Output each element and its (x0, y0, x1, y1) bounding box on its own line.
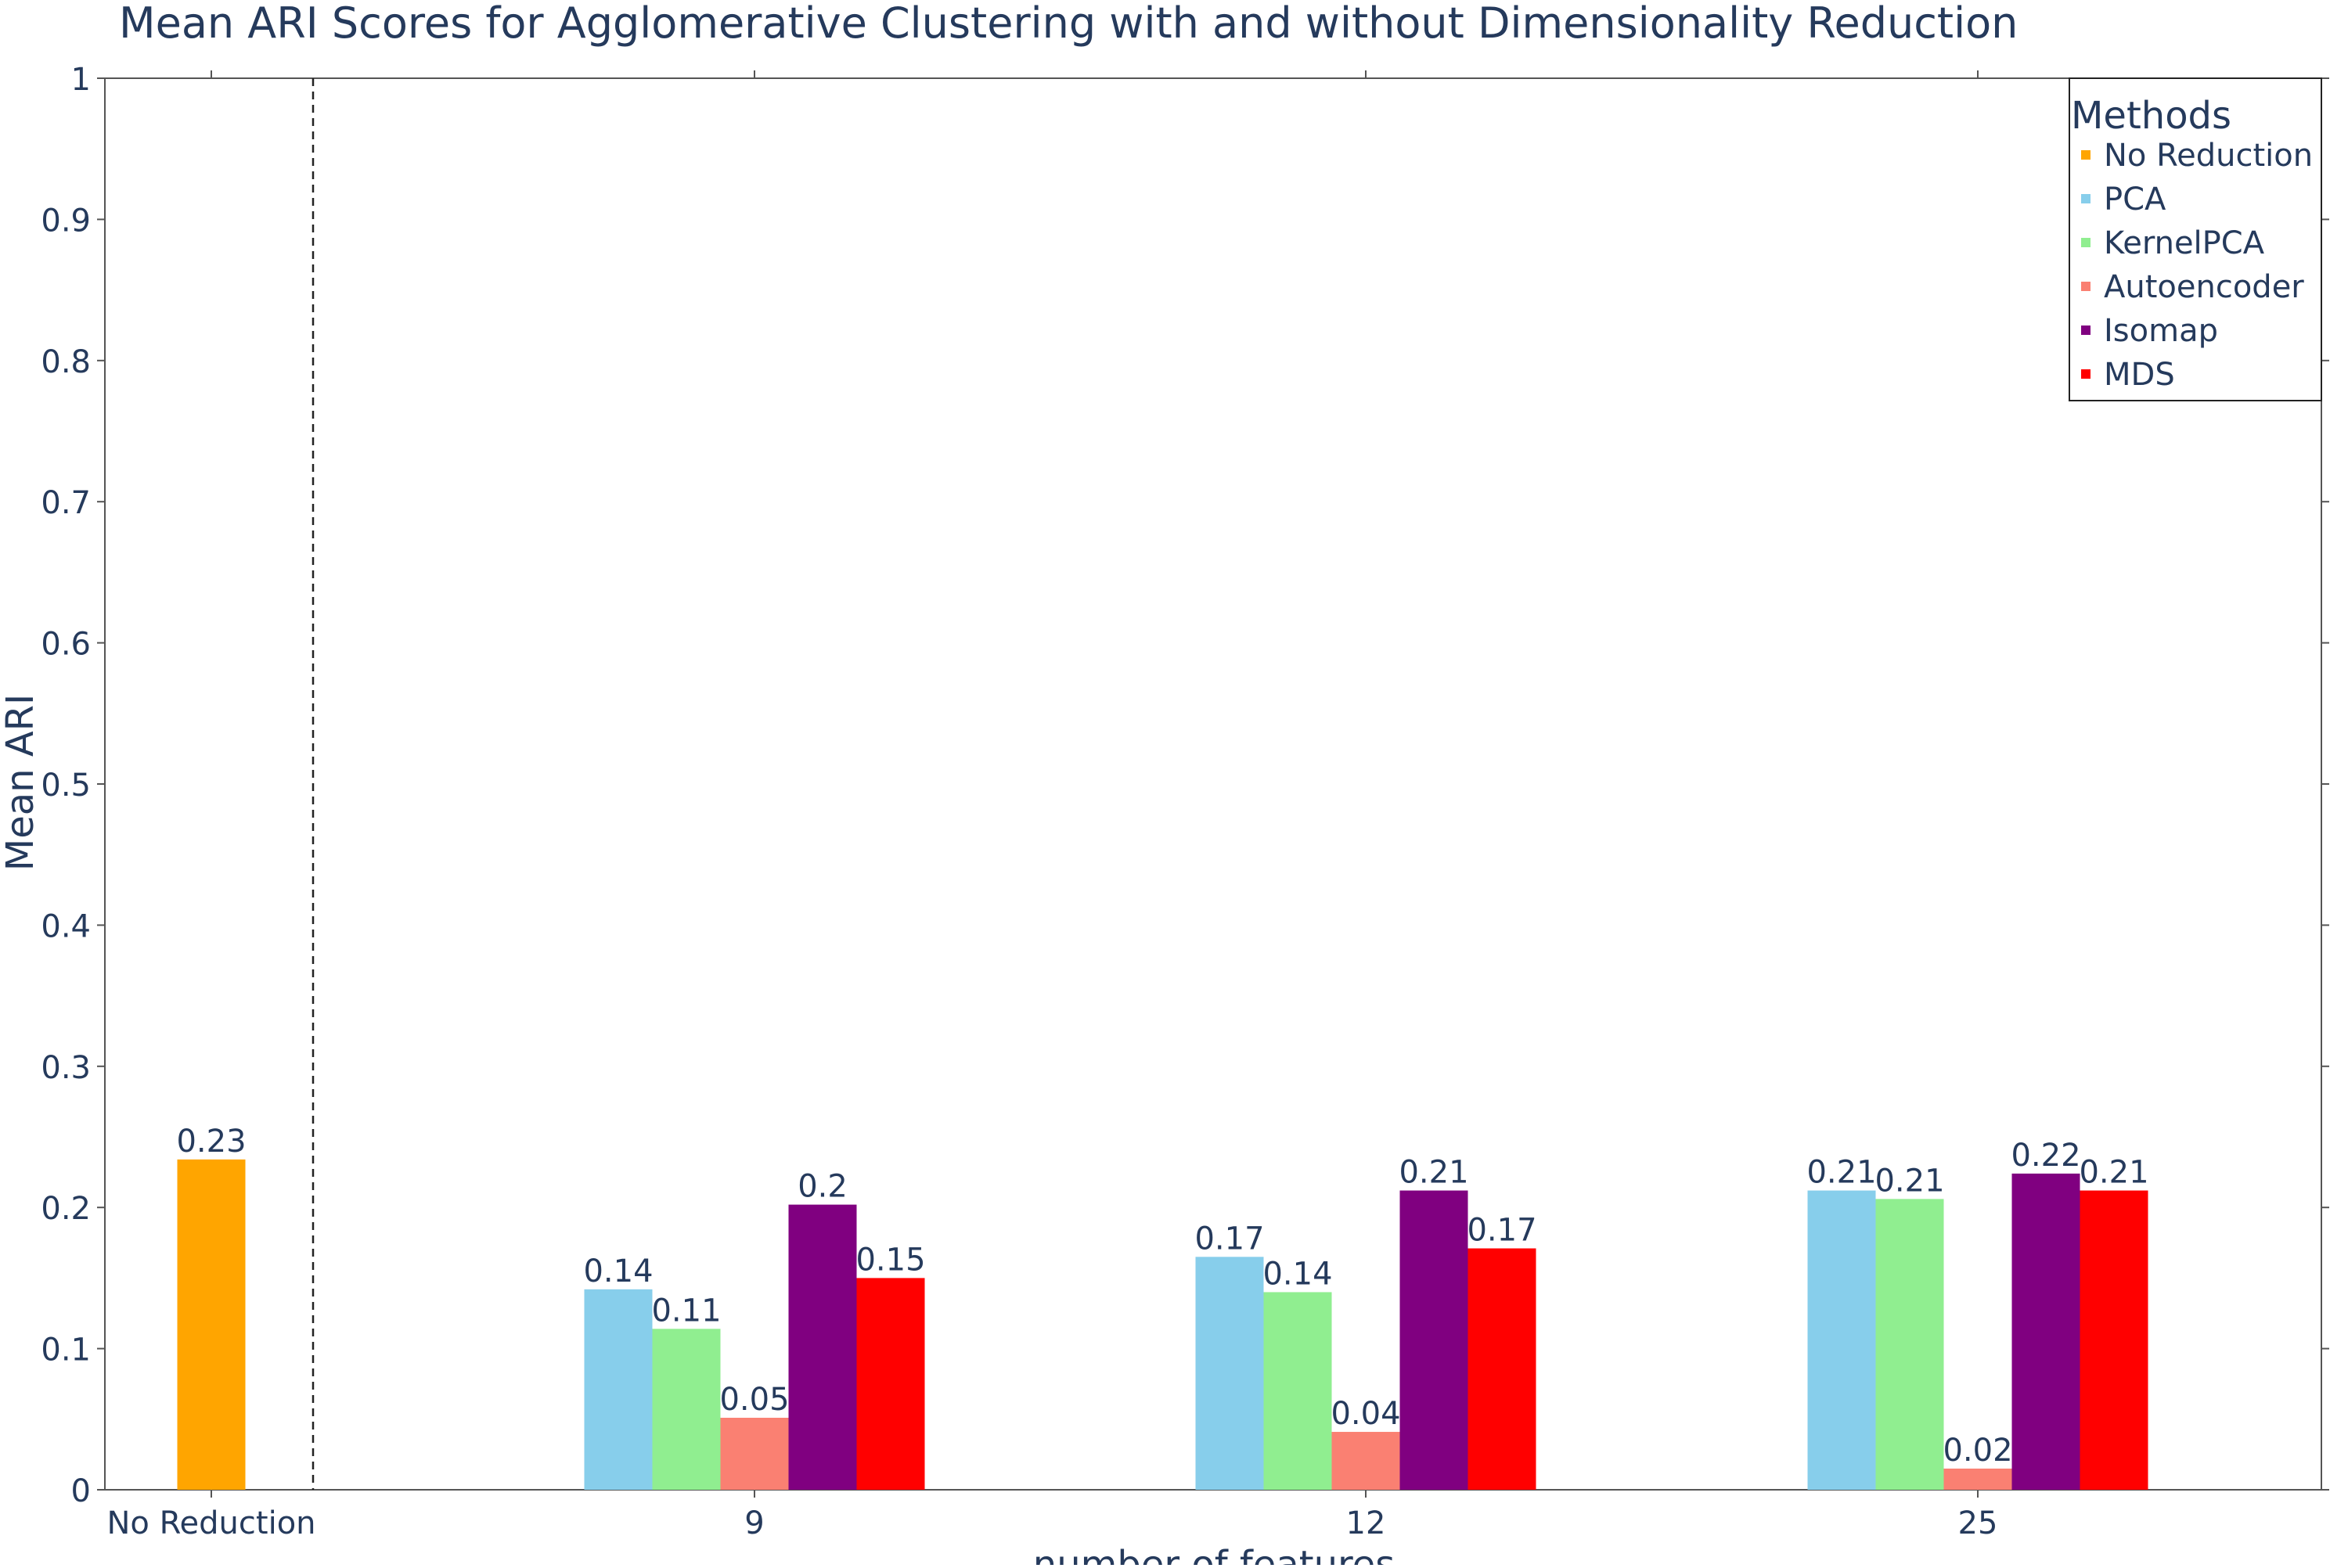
y-tick-label: 0.5 (41, 768, 91, 804)
y-tick-label: 0.7 (41, 485, 91, 521)
y-tick-label: 0.2 (41, 1191, 91, 1227)
x-tick-label: 9 (744, 1505, 764, 1541)
x-tick-label: 12 (1346, 1505, 1386, 1541)
bar-kernelpca (1263, 1292, 1332, 1490)
bar-mds (1468, 1248, 1536, 1490)
bar-autoencoder (1943, 1468, 2012, 1490)
bar-isomap (2011, 1173, 2080, 1490)
bar-isomap (788, 1204, 857, 1490)
legend-entry: KernelPCA (2104, 225, 2265, 261)
y-tick-label: 0.3 (41, 1050, 91, 1086)
legend-swatch (2081, 325, 2091, 335)
y-tick-label: 0.4 (41, 908, 91, 944)
bar-mds (2080, 1190, 2148, 1490)
legend-entry: Autoencoder (2104, 269, 2304, 305)
data-label: 0.23 (176, 1124, 246, 1160)
legend-swatch (2081, 150, 2091, 160)
legend-box (2069, 77, 2322, 401)
bar-autoencoder (1331, 1432, 1400, 1490)
data-label: 0.05 (719, 1382, 789, 1418)
legend-swatch (2081, 282, 2091, 291)
y-tick-label: 0 (71, 1473, 91, 1509)
x-tick-label: No Reduction (106, 1505, 315, 1541)
bar-isomap (1399, 1190, 1468, 1490)
legend-title: Methods (2071, 94, 2231, 138)
legend-swatch (2081, 369, 2091, 379)
y-tick-label: 0.1 (41, 1332, 91, 1368)
data-label: 0.17 (1467, 1213, 1536, 1249)
legend-entry: Isomap (2104, 313, 2218, 349)
y-tick-label: 0.9 (41, 203, 91, 239)
bar-autoencoder (720, 1417, 789, 1490)
bar-pca (584, 1289, 653, 1490)
x-tick-label: 25 (1958, 1505, 1998, 1541)
bar-no-reduction (177, 1159, 246, 1490)
data-label: 0.22 (2011, 1138, 2080, 1174)
data-label: 0.14 (583, 1253, 653, 1289)
data-label: 0.04 (1331, 1396, 1400, 1432)
data-label: 0.21 (2079, 1155, 2148, 1191)
y-tick-label: 0.8 (41, 344, 91, 380)
y-tick-label: 0.6 (41, 627, 91, 663)
data-label: 0.21 (1874, 1163, 1944, 1199)
legend-swatch (2081, 238, 2091, 247)
data-label: 0.11 (651, 1293, 721, 1329)
bar-kernelpca (1875, 1199, 1944, 1490)
legend-swatch (2081, 194, 2091, 203)
chart-title: Mean ARI Scores for Agglomerative Cluste… (119, 0, 2018, 48)
bar-mds (856, 1278, 925, 1490)
data-label: 0.14 (1262, 1256, 1332, 1292)
data-label: 0.21 (1806, 1155, 1876, 1191)
plot-area: 0 0.1 0.2 0.3 0.4 0.5 0.6 0.7 0.8 0.9 1 No Reductio… (41, 62, 2329, 1541)
legend: Methods No Reduction PCA KernelPCA Autoenco… (2069, 77, 2322, 401)
data-label: 0.02 (1943, 1433, 2012, 1469)
data-label: 0.17 (1194, 1221, 1264, 1257)
x-axis-label: number of features (1033, 1543, 1395, 1565)
bar-kernelpca (652, 1329, 721, 1490)
data-label: 0.21 (1399, 1155, 1468, 1191)
legend-entry: No Reduction (2104, 138, 2313, 174)
bar-pca (1807, 1190, 1876, 1490)
data-label: 0.15 (855, 1242, 925, 1278)
legend-entry: PCA (2104, 182, 2166, 218)
y-tick-label: 1 (71, 62, 91, 98)
data-label: 0.2 (798, 1169, 848, 1205)
legend-entry: MDS (2104, 357, 2175, 393)
y-axis-label: Mean ARI (0, 694, 42, 871)
bar-pca (1195, 1257, 1264, 1490)
